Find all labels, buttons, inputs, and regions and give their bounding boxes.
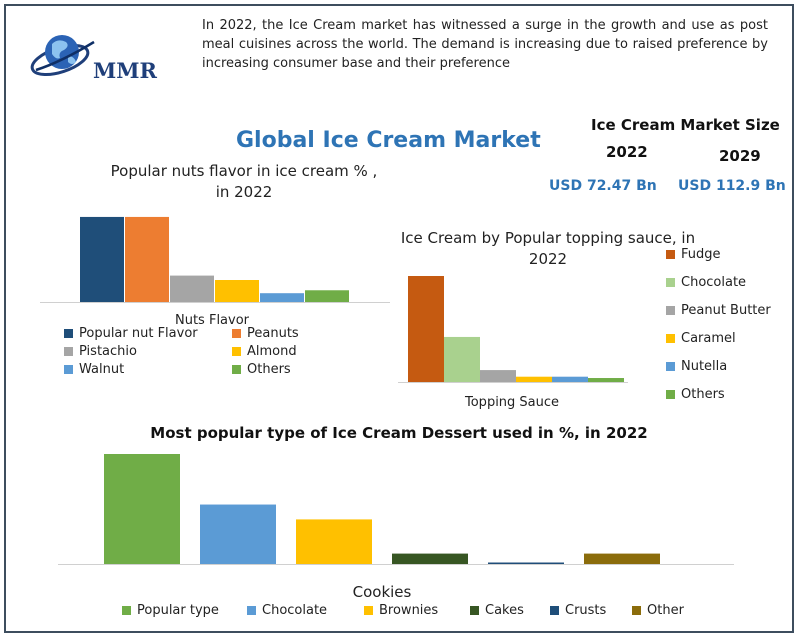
nuts-legend-swatch bbox=[64, 329, 73, 338]
dessert-legend-swatch bbox=[364, 606, 373, 615]
topping-x-axis-label: Topping Sauce bbox=[465, 395, 560, 410]
topping-bar-others bbox=[588, 378, 624, 382]
nuts-legend-item-walnut: Walnut bbox=[64, 362, 124, 377]
dessert-chart-title: Most popular type of Ice Cream Dessert u… bbox=[150, 424, 648, 442]
dessert-legend-label: Brownies bbox=[379, 603, 439, 618]
topping-legend-swatch bbox=[666, 390, 675, 399]
dessert-bar-chocolate bbox=[200, 504, 276, 564]
topping-legend-label: Chocolate bbox=[681, 275, 747, 290]
nuts-legend-label: Peanuts bbox=[247, 326, 299, 341]
topping-legend-swatch bbox=[666, 362, 675, 371]
nuts-legend-label: Almond bbox=[247, 344, 297, 359]
dessert-legend-label: Chocolate bbox=[262, 603, 328, 618]
dessert-legend-swatch bbox=[632, 606, 641, 615]
nuts-legend-label: Walnut bbox=[79, 362, 125, 377]
topping-chart-title: Ice Cream by Popular topping sauce, in 2… bbox=[400, 229, 696, 268]
topping-legend-swatch bbox=[666, 334, 675, 343]
nuts-legend-swatch bbox=[232, 347, 241, 356]
market-size-title: Ice Cream Market Size bbox=[591, 116, 780, 134]
topping-legend-item-chocolate: Chocolate bbox=[666, 275, 746, 290]
dessert-legend-label: Popular type bbox=[137, 603, 219, 618]
infographic-frame: MMR In 2022, the Ice Cream market has wi… bbox=[4, 4, 794, 633]
nuts-legend-item-others: Others bbox=[232, 362, 291, 377]
dessert-x-axis-label: Cookies bbox=[352, 583, 412, 601]
topping-legend-label: Caramel bbox=[681, 331, 736, 346]
topping-legend-swatch bbox=[666, 306, 675, 315]
nuts-legend-label: Pistachio bbox=[79, 344, 137, 359]
nuts-legend-item-peanuts: Peanuts bbox=[232, 326, 299, 341]
intro-text: In 2022, the Ice Cream market has witnes… bbox=[202, 18, 768, 71]
market-size-year-2029: 2029 bbox=[719, 147, 761, 165]
nuts-legend-item-popular-nut-flavor: Popular nut Flavor bbox=[64, 326, 198, 341]
dessert-legend-item-chocolate: Chocolate bbox=[247, 603, 327, 618]
page-title: Global Ice Cream Market bbox=[236, 128, 541, 153]
dessert-legend-swatch bbox=[470, 606, 479, 615]
nuts-bar-peanuts bbox=[125, 216, 169, 302]
dessert-bar-cakes bbox=[392, 553, 468, 564]
topping-bar-nutella bbox=[552, 376, 588, 382]
dessert-legend-swatch bbox=[550, 606, 559, 615]
topping-bar-fudge bbox=[408, 276, 444, 382]
topping-legend: Fudge Chocolate Peanut Butter Caramel Nutell… bbox=[666, 247, 792, 417]
dessert-bar-crusts bbox=[488, 562, 564, 564]
dessert-legend-item-crusts: Crusts bbox=[550, 603, 606, 618]
dessert-legend-swatch bbox=[247, 606, 256, 615]
dessert-legend-item-cakes: Cakes bbox=[470, 603, 524, 618]
topping-legend-label: Nutella bbox=[681, 359, 728, 374]
nuts-legend-label: Others bbox=[247, 362, 291, 377]
nuts-legend: Popular nut Flavor Peanuts Pistachio Almond… bbox=[64, 326, 394, 382]
nuts-legend-item-almond: Almond bbox=[232, 344, 297, 359]
dessert-bar-brownies bbox=[296, 519, 372, 564]
topping-bar-peanut-butter bbox=[480, 370, 516, 382]
nuts-legend-swatch bbox=[232, 365, 241, 374]
dessert-bar-popular-type bbox=[104, 454, 180, 564]
topping-legend-label: Fudge bbox=[681, 247, 721, 262]
topping-legend-item-others: Others bbox=[666, 387, 725, 402]
nuts-bar-popular-nut-flavor bbox=[80, 216, 124, 302]
topping-legend-item-peanut-butter: Peanut Butter bbox=[666, 303, 771, 318]
nuts-bar-chart bbox=[40, 216, 390, 303]
logo-text: MMR bbox=[93, 58, 157, 83]
dessert-bar-chart bbox=[58, 454, 734, 565]
dessert-legend: Popular type Chocolate Brownies Cakes Crusts… bbox=[122, 603, 762, 625]
topping-bar-caramel bbox=[516, 376, 552, 382]
market-size-value-2029: USD 112.9 Bn bbox=[678, 178, 786, 194]
dessert-legend-item-brownies: Brownies bbox=[364, 603, 438, 618]
dessert-legend-item-other: Other bbox=[632, 603, 684, 618]
dessert-legend-label: Cakes bbox=[485, 603, 524, 618]
nuts-bar-others bbox=[305, 290, 349, 302]
dessert-legend-item-popular-type: Popular type bbox=[122, 603, 219, 618]
nuts-legend-label: Popular nut Flavor bbox=[79, 326, 198, 341]
globe-icon bbox=[30, 35, 95, 77]
nuts-bar-walnut bbox=[260, 293, 304, 302]
topping-bar-chocolate bbox=[444, 336, 480, 382]
topping-legend-item-nutella: Nutella bbox=[666, 359, 727, 374]
logo: MMR bbox=[30, 30, 170, 86]
dessert-legend-label: Other bbox=[647, 603, 684, 618]
topping-legend-swatch bbox=[666, 278, 675, 287]
nuts-legend-swatch bbox=[232, 329, 241, 338]
topping-legend-item-caramel: Caramel bbox=[666, 331, 736, 346]
market-size-year-2022: 2022 bbox=[606, 143, 648, 161]
nuts-bar-pistachio bbox=[170, 275, 214, 302]
dessert-legend-label: Crusts bbox=[565, 603, 607, 618]
topping-legend-item-fudge: Fudge bbox=[666, 247, 721, 262]
nuts-legend-item-pistachio: Pistachio bbox=[64, 344, 137, 359]
nuts-chart-title: Popular nuts flavor in ice cream % , in … bbox=[110, 162, 378, 201]
topping-legend-label: Peanut Butter bbox=[681, 303, 771, 318]
nuts-legend-swatch bbox=[64, 365, 73, 374]
nuts-legend-swatch bbox=[64, 347, 73, 356]
topping-bar-chart bbox=[398, 276, 628, 383]
topping-legend-label: Others bbox=[681, 387, 725, 402]
nuts-x-axis-label: Nuts Flavor bbox=[175, 313, 250, 328]
topping-legend-swatch bbox=[666, 250, 675, 259]
nuts-bar-almond bbox=[215, 280, 259, 302]
dessert-legend-swatch bbox=[122, 606, 131, 615]
market-size-value-2022: USD 72.47 Bn bbox=[549, 178, 657, 194]
dessert-bar-other bbox=[584, 553, 660, 564]
